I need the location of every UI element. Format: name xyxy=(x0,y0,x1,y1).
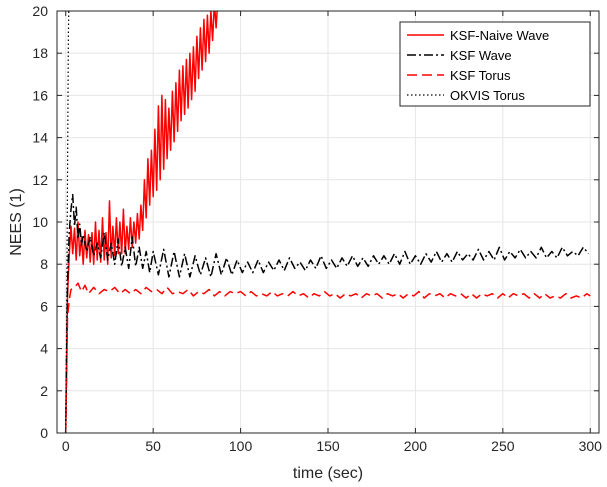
y-axis-label: NEES (1) xyxy=(8,188,25,256)
legend-entry: KSF-Naive Wave xyxy=(450,28,549,43)
y-tick-labels: 0 2 4 6 8 10 12 14 16 18 20 xyxy=(32,3,48,441)
x-tick-label: 100 xyxy=(229,438,253,454)
series-line-4 xyxy=(65,11,70,433)
series-line-3 xyxy=(64,282,591,433)
legend-entry: KSF Torus xyxy=(450,68,511,83)
x-tick-labels: 0 50 100 150 200 250 300 xyxy=(62,438,602,454)
y-tick-label: 10 xyxy=(32,214,48,230)
x-tick-label: 0 xyxy=(62,438,70,454)
plot-area xyxy=(64,11,591,433)
y-tick-label: 16 xyxy=(32,87,48,103)
y-tick-label: 4 xyxy=(40,341,48,357)
y-tick-label: 20 xyxy=(32,3,48,19)
x-axis-label: time (sec) xyxy=(293,465,363,482)
x-tick-label: 300 xyxy=(579,438,603,454)
series-line-1 xyxy=(64,11,218,433)
legend-entry: OKVIS Torus xyxy=(450,88,525,103)
series-line-2 xyxy=(64,193,590,433)
x-tick-label: 150 xyxy=(316,438,340,454)
y-tick-label: 18 xyxy=(32,45,48,61)
ticks xyxy=(57,10,599,434)
x-tick-label: 50 xyxy=(145,438,161,454)
y-tick-label: 0 xyxy=(40,425,48,441)
legend-entry: KSF Wave xyxy=(450,48,512,63)
y-tick-label: 6 xyxy=(40,298,48,314)
legend-box xyxy=(399,21,591,107)
x-tick-label: 250 xyxy=(491,438,515,454)
legend: KSF-Naive Wave KSF Wave KSF Torus OKVIS Tor… xyxy=(399,21,591,107)
y-tick-label: 2 xyxy=(40,383,48,399)
y-tick-label: 12 xyxy=(32,172,48,188)
x-tick-label: 200 xyxy=(404,438,428,454)
y-tick-label: 8 xyxy=(40,256,48,272)
y-tick-label: 14 xyxy=(32,130,48,146)
